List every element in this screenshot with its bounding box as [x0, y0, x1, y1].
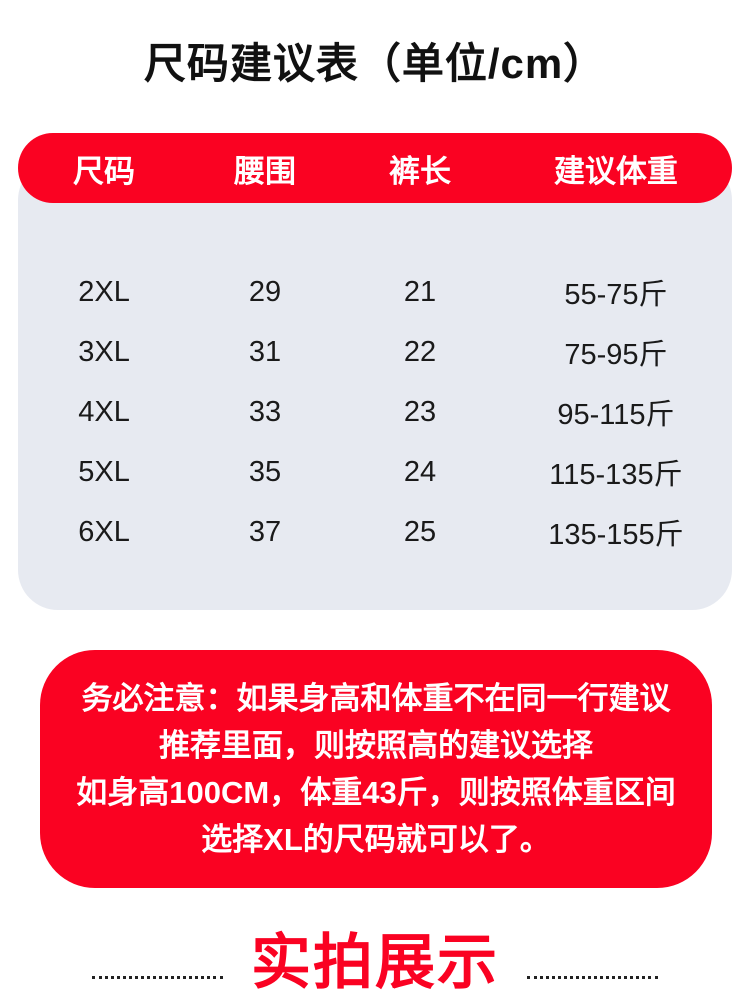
- table-cell-waist: 33: [248, 395, 282, 428]
- table-cell-waist: 29: [248, 275, 282, 308]
- size-table: 尺码 腰围 裤长 建议体重 2XL 29 21 55-75斤 3XL 31 22…: [18, 133, 732, 610]
- table-cell-size: 5XL: [78, 455, 130, 488]
- column-header-waist: 腰围: [234, 153, 297, 189]
- notice-line: 务必注意：如果身高和体重不在同一行建议: [81, 681, 671, 716]
- notice-box: 务必注意：如果身高和体重不在同一行建议 推荐里面，则按照高的建议选择 如身高10…: [40, 650, 712, 888]
- table-cell-size: 4XL: [78, 395, 130, 428]
- table-cell-size: 3XL: [78, 335, 130, 368]
- table-cell-pants-length: 23: [403, 395, 437, 428]
- dotted-line-right: [527, 976, 658, 979]
- table-cell-weight: 75-95斤: [564, 339, 668, 371]
- dotted-line-left: [92, 976, 223, 979]
- table-row: 5XL 35 24 115-135斤: [18, 442, 732, 502]
- table-row: 4XL 33 23 95-115斤: [18, 382, 732, 442]
- table-cell-weight: 115-135斤: [549, 459, 683, 491]
- table-row: 6XL 37 25 135-155斤: [18, 502, 732, 562]
- size-table-header-row: 尺码 腰围 裤长 建议体重: [18, 133, 732, 203]
- table-row: 3XL 31 22 75-95斤: [18, 322, 732, 382]
- notice-line: 推荐里面，则按照高的建议选择: [159, 728, 593, 763]
- column-header-suggested-weight: 建议体重: [553, 153, 678, 189]
- table-cell-waist: 37: [248, 515, 282, 548]
- table-cell-pants-length: 25: [403, 515, 437, 548]
- size-table-body: 2XL 29 21 55-75斤 3XL 31 22 75-95斤 4XL 33…: [18, 203, 732, 562]
- column-header-pants-length: 裤长: [388, 153, 451, 189]
- table-cell-waist: 35: [248, 455, 282, 488]
- table-cell-weight: 135-155斤: [548, 519, 684, 551]
- page-title: 尺码建议表（单位/cm）: [143, 40, 607, 87]
- table-row: 2XL 29 21 55-75斤: [18, 262, 732, 322]
- table-cell-pants-length: 21: [403, 275, 437, 308]
- table-cell-pants-length: 24: [403, 455, 437, 488]
- size-table-background: [18, 160, 732, 610]
- table-cell-weight: 55-75斤: [564, 279, 668, 311]
- column-header-size: 尺码: [73, 153, 136, 189]
- table-cell-weight: 95-115斤: [557, 399, 675, 431]
- notice-line: 如身高100CM，体重43斤，则按照体重区间: [76, 775, 676, 810]
- table-cell-size: 6XL: [78, 515, 130, 548]
- table-cell-waist: 31: [248, 335, 282, 368]
- section-title: 实拍展示: [251, 929, 499, 996]
- table-cell-size: 2XL: [78, 275, 130, 308]
- section-heading: 实拍展示: [0, 933, 750, 993]
- notice-line: 选择XL的尺码就可以了。: [201, 822, 551, 857]
- table-cell-pants-length: 22: [403, 335, 437, 368]
